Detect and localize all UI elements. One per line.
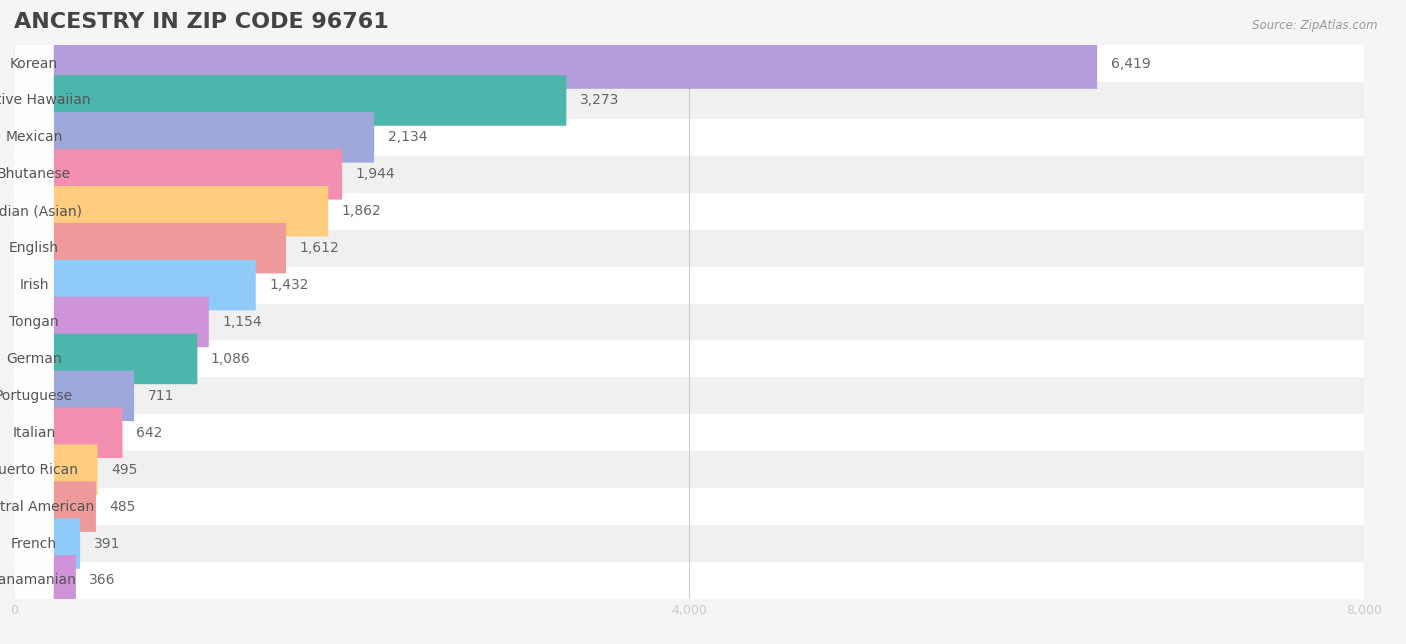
Text: 1,944: 1,944 bbox=[356, 167, 395, 182]
Text: French: French bbox=[11, 536, 58, 551]
Bar bbox=[14, 156, 1364, 193]
Text: 495: 495 bbox=[111, 462, 138, 477]
Bar bbox=[14, 303, 1364, 341]
Text: 1,086: 1,086 bbox=[211, 352, 250, 366]
FancyBboxPatch shape bbox=[14, 384, 53, 644]
FancyBboxPatch shape bbox=[14, 237, 53, 629]
Text: 1,862: 1,862 bbox=[342, 204, 381, 218]
FancyBboxPatch shape bbox=[14, 163, 53, 555]
Text: Central American: Central American bbox=[0, 500, 94, 514]
Bar bbox=[14, 82, 1364, 119]
Text: Korean: Korean bbox=[10, 57, 58, 71]
Text: Native Hawaiian: Native Hawaiian bbox=[0, 93, 91, 108]
Bar bbox=[14, 451, 1364, 488]
Text: Italian: Italian bbox=[13, 426, 56, 440]
FancyBboxPatch shape bbox=[14, 370, 134, 421]
Text: Tongan: Tongan bbox=[10, 315, 59, 329]
Bar bbox=[14, 45, 1364, 82]
Text: ANCESTRY IN ZIP CODE 96761: ANCESTRY IN ZIP CODE 96761 bbox=[14, 12, 389, 32]
Bar bbox=[14, 377, 1364, 414]
Bar bbox=[14, 562, 1364, 599]
Text: Mexican: Mexican bbox=[6, 130, 63, 144]
FancyBboxPatch shape bbox=[14, 274, 53, 644]
Text: German: German bbox=[6, 352, 62, 366]
Text: Portuguese: Portuguese bbox=[0, 389, 73, 403]
Text: 711: 711 bbox=[148, 389, 174, 403]
FancyBboxPatch shape bbox=[14, 481, 96, 532]
FancyBboxPatch shape bbox=[14, 149, 342, 200]
Text: 391: 391 bbox=[94, 536, 120, 551]
FancyBboxPatch shape bbox=[14, 0, 53, 296]
Text: Indian (Asian): Indian (Asian) bbox=[0, 204, 82, 218]
FancyBboxPatch shape bbox=[14, 52, 53, 444]
Bar bbox=[14, 525, 1364, 562]
Text: Puerto Rican: Puerto Rican bbox=[0, 462, 77, 477]
FancyBboxPatch shape bbox=[14, 444, 97, 495]
Text: English: English bbox=[8, 241, 59, 255]
Text: Irish: Irish bbox=[20, 278, 49, 292]
Bar bbox=[14, 488, 1364, 525]
FancyBboxPatch shape bbox=[14, 0, 53, 370]
Text: 642: 642 bbox=[136, 426, 162, 440]
Bar bbox=[14, 414, 1364, 451]
Text: 1,432: 1,432 bbox=[269, 278, 309, 292]
FancyBboxPatch shape bbox=[14, 89, 53, 481]
Bar bbox=[14, 230, 1364, 267]
Bar bbox=[14, 193, 1364, 230]
FancyBboxPatch shape bbox=[14, 126, 53, 518]
Text: 1,154: 1,154 bbox=[222, 315, 262, 329]
FancyBboxPatch shape bbox=[14, 75, 567, 126]
FancyBboxPatch shape bbox=[14, 186, 328, 236]
FancyBboxPatch shape bbox=[14, 310, 53, 644]
Bar bbox=[14, 119, 1364, 156]
Text: 1,612: 1,612 bbox=[299, 241, 339, 255]
Text: 6,419: 6,419 bbox=[1111, 57, 1150, 71]
FancyBboxPatch shape bbox=[14, 0, 53, 334]
Text: 485: 485 bbox=[110, 500, 136, 514]
Text: 3,273: 3,273 bbox=[579, 93, 619, 108]
FancyBboxPatch shape bbox=[14, 223, 285, 274]
FancyBboxPatch shape bbox=[14, 15, 53, 407]
Bar bbox=[14, 341, 1364, 377]
FancyBboxPatch shape bbox=[14, 334, 197, 384]
Bar bbox=[14, 267, 1364, 303]
FancyBboxPatch shape bbox=[14, 408, 122, 458]
Text: 366: 366 bbox=[90, 573, 115, 587]
FancyBboxPatch shape bbox=[14, 200, 53, 592]
Text: 2,134: 2,134 bbox=[388, 130, 427, 144]
Text: Bhutanese: Bhutanese bbox=[0, 167, 72, 182]
FancyBboxPatch shape bbox=[14, 348, 53, 644]
FancyBboxPatch shape bbox=[14, 38, 1097, 89]
Text: Panamanian: Panamanian bbox=[0, 573, 77, 587]
FancyBboxPatch shape bbox=[14, 297, 209, 347]
FancyBboxPatch shape bbox=[14, 260, 256, 310]
Text: Source: ZipAtlas.com: Source: ZipAtlas.com bbox=[1253, 19, 1378, 32]
FancyBboxPatch shape bbox=[14, 112, 374, 163]
FancyBboxPatch shape bbox=[14, 518, 80, 569]
FancyBboxPatch shape bbox=[14, 0, 53, 260]
FancyBboxPatch shape bbox=[14, 555, 76, 606]
